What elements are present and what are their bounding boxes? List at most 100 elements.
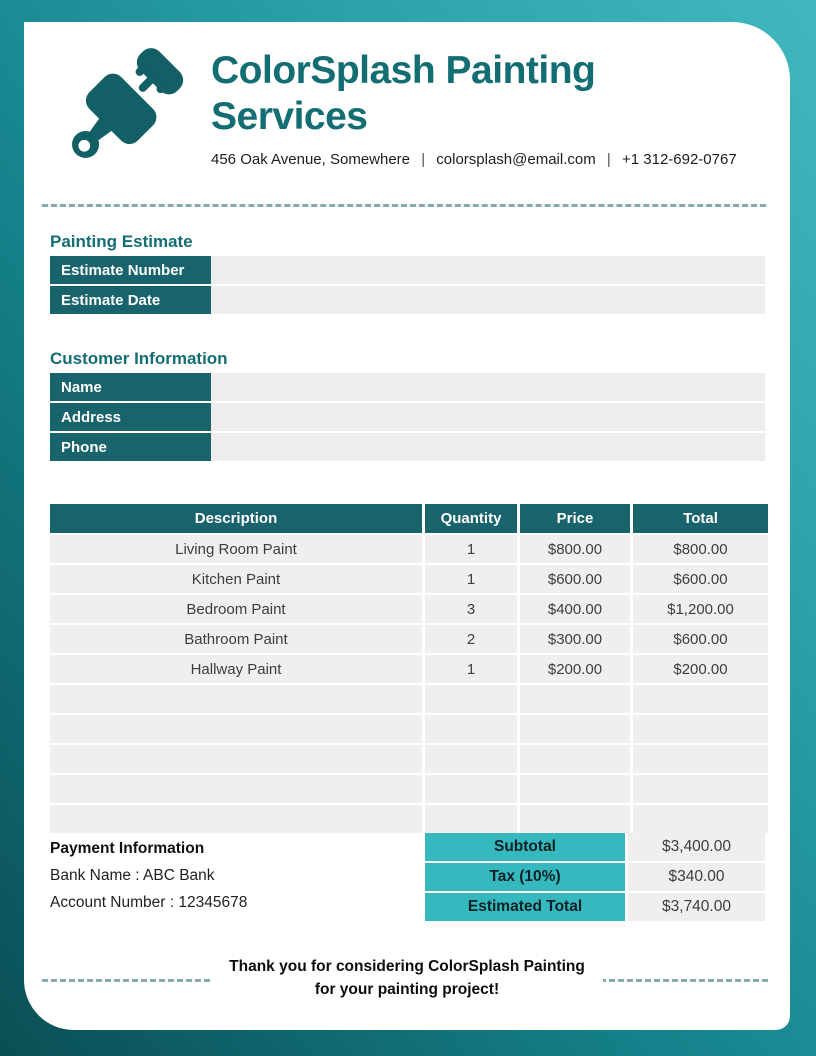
table-row-empty xyxy=(50,745,768,773)
column-header-price: Price xyxy=(520,504,630,533)
header-dashed-divider xyxy=(42,204,766,207)
empty-total-cell[interactable] xyxy=(633,775,768,803)
customer-phone-label: Phone xyxy=(50,433,211,461)
company-contact-line: 456 Oak Avenue, Somewhere | colorsplash@… xyxy=(211,151,737,168)
item-price: $800.00 xyxy=(520,535,630,563)
item-quantity: 3 xyxy=(425,595,517,623)
items-table: Description Quantity Price Total Living … xyxy=(47,502,771,835)
customer-address-label: Address xyxy=(50,403,211,431)
company-name-line2: Services xyxy=(211,95,368,138)
item-price: $600.00 xyxy=(520,565,630,593)
empty-description-cell[interactable] xyxy=(50,715,422,743)
estimated-total-value: $3,740.00 xyxy=(628,893,765,921)
empty-description-cell[interactable] xyxy=(50,745,422,773)
table-row: Living Room Paint 1 $800.00 $800.00 xyxy=(50,535,768,563)
item-description: Bathroom Paint xyxy=(50,625,422,653)
empty-total-cell[interactable] xyxy=(633,715,768,743)
item-total: $600.00 xyxy=(633,565,768,593)
empty-total-cell[interactable] xyxy=(633,805,768,833)
customer-section-heading: Customer Information xyxy=(50,349,228,368)
contact-separator: | xyxy=(421,151,426,168)
empty-description-cell[interactable] xyxy=(50,805,422,833)
item-total: $200.00 xyxy=(633,655,768,683)
empty-description-cell[interactable] xyxy=(50,775,422,803)
table-row-empty xyxy=(50,715,768,743)
company-phone: +1 312-692-0767 xyxy=(621,151,737,168)
estimated-total-row: Estimated Total $3,740.00 xyxy=(425,893,765,921)
item-price: $300.00 xyxy=(520,625,630,653)
table-row: Bathroom Paint 2 $300.00 $600.00 xyxy=(50,625,768,653)
estimate-number-row: Estimate Number xyxy=(50,256,765,284)
item-total: $800.00 xyxy=(633,535,768,563)
paintbrush-icon xyxy=(72,48,184,158)
item-quantity: 1 xyxy=(425,655,517,683)
item-total: $1,200.00 xyxy=(633,595,768,623)
empty-quantity-cell[interactable] xyxy=(425,805,517,833)
thank-you-note: Thank you for considering ColorSplash Pa… xyxy=(24,956,790,1001)
customer-name-value[interactable] xyxy=(211,373,765,401)
customer-address-row: Address xyxy=(50,403,765,431)
customer-name-label: Name xyxy=(50,373,211,401)
tax-label: Tax (10%) xyxy=(425,863,625,891)
tax-value: $340.00 xyxy=(628,863,765,891)
empty-quantity-cell[interactable] xyxy=(425,715,517,743)
payment-heading: Payment Information xyxy=(50,840,205,857)
company-name: ColorSplash Painting Services xyxy=(211,48,596,140)
empty-description-cell[interactable] xyxy=(50,685,422,713)
estimate-number-value[interactable] xyxy=(211,256,765,284)
empty-total-cell[interactable] xyxy=(633,685,768,713)
item-quantity: 2 xyxy=(425,625,517,653)
company-logo xyxy=(46,40,190,184)
empty-price-cell[interactable] xyxy=(520,685,630,713)
item-description: Living Room Paint xyxy=(50,535,422,563)
totals-table: Subtotal $3,400.00 Tax (10%) $340.00 Est… xyxy=(422,831,768,923)
table-row: Bedroom Paint 3 $400.00 $1,200.00 xyxy=(50,595,768,623)
column-header-description: Description xyxy=(50,504,422,533)
empty-price-cell[interactable] xyxy=(520,805,630,833)
item-quantity: 1 xyxy=(425,535,517,563)
thank-you-line2: for your painting project! xyxy=(314,980,500,998)
estimate-section-heading: Painting Estimate xyxy=(50,232,193,251)
item-total: $600.00 xyxy=(633,625,768,653)
estimate-number-label: Estimate Number xyxy=(50,256,211,284)
document-page: ColorSplash Painting Services 456 Oak Av… xyxy=(24,22,790,1030)
bank-name-line: Bank Name : ABC Bank xyxy=(50,867,215,884)
subtotal-row: Subtotal $3,400.00 xyxy=(425,833,765,861)
customer-phone-row: Phone xyxy=(50,433,765,461)
contact-separator: | xyxy=(606,151,611,168)
item-description: Bedroom Paint xyxy=(50,595,422,623)
thank-you-line1: Thank you for considering ColorSplash Pa… xyxy=(229,958,585,975)
empty-price-cell[interactable] xyxy=(520,715,630,743)
table-row: Hallway Paint 1 $200.00 $200.00 xyxy=(50,655,768,683)
item-description: Hallway Paint xyxy=(50,655,422,683)
customer-address-value[interactable] xyxy=(211,403,765,431)
estimate-fields-table: Estimate Number Estimate Date xyxy=(50,254,765,316)
table-row-empty xyxy=(50,775,768,803)
thank-you-text: Thank you for considering ColorSplash Pa… xyxy=(211,956,603,1001)
empty-total-cell[interactable] xyxy=(633,745,768,773)
empty-price-cell[interactable] xyxy=(520,775,630,803)
table-row-empty xyxy=(50,685,768,713)
item-price: $400.00 xyxy=(520,595,630,623)
company-name-line1: ColorSplash Painting xyxy=(211,49,596,92)
empty-quantity-cell[interactable] xyxy=(425,775,517,803)
customer-phone-value[interactable] xyxy=(211,433,765,461)
payment-information: Payment Information Bank Name : ABC Bank… xyxy=(50,840,247,921)
empty-quantity-cell[interactable] xyxy=(425,745,517,773)
empty-quantity-cell[interactable] xyxy=(425,685,517,713)
empty-price-cell[interactable] xyxy=(520,745,630,773)
company-address: 456 Oak Avenue, Somewhere xyxy=(211,151,411,168)
estimate-date-label: Estimate Date xyxy=(50,286,211,314)
account-number-line: Account Number : 12345678 xyxy=(50,894,248,911)
tax-row: Tax (10%) $340.00 xyxy=(425,863,765,891)
table-row-empty xyxy=(50,805,768,833)
customer-name-row: Name xyxy=(50,373,765,401)
item-description: Kitchen Paint xyxy=(50,565,422,593)
table-row: Kitchen Paint 1 $600.00 $600.00 xyxy=(50,565,768,593)
estimate-date-row: Estimate Date xyxy=(50,286,765,314)
item-price: $200.00 xyxy=(520,655,630,683)
customer-fields-table: Name Address Phone xyxy=(50,371,765,463)
column-header-total: Total xyxy=(633,504,768,533)
estimate-date-value[interactable] xyxy=(211,286,765,314)
